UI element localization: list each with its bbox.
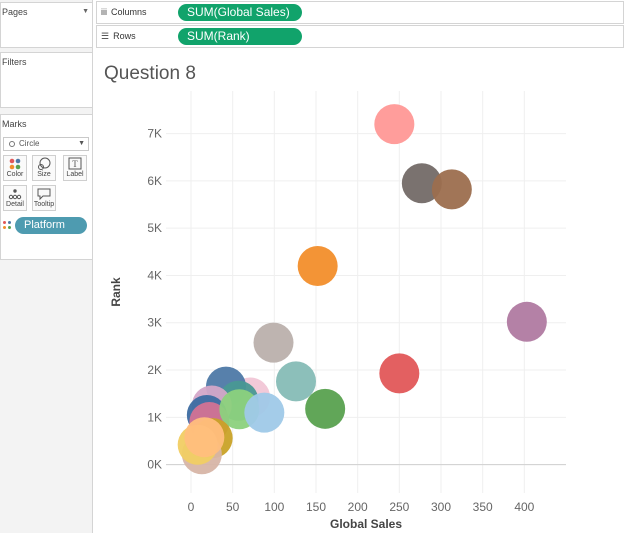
- platform-color-pill[interactable]: Platform: [15, 217, 87, 234]
- size-button[interactable]: Size: [32, 155, 56, 181]
- detail-button[interactable]: Detail: [3, 185, 27, 211]
- columns-label-text: Columns: [111, 7, 147, 17]
- y-tick-label: 3K: [147, 316, 162, 330]
- pages-dropdown-icon[interactable]: ▼: [82, 8, 89, 15]
- data-point: [506, 301, 547, 342]
- rank-pill[interactable]: SUM(Rank): [178, 28, 302, 45]
- x-tick-label: 250: [389, 500, 409, 514]
- svg-text:T: T: [72, 159, 78, 169]
- x-tick-label: 100: [264, 500, 284, 514]
- x-tick-label: 300: [431, 500, 451, 514]
- y-tick-label: 0K: [147, 458, 162, 472]
- columns-shelf-label: iii Columns: [101, 7, 147, 17]
- x-tick-label: 400: [514, 500, 534, 514]
- data-point: [379, 353, 420, 394]
- marks-card: Marks Circle ▼ Color Size T: [0, 114, 93, 260]
- data-point: [276, 361, 316, 402]
- detail-button-label: Detail: [6, 201, 24, 208]
- data-point: [374, 104, 415, 145]
- pages-title: Pages: [2, 7, 28, 17]
- size-button-label: Size: [37, 171, 51, 178]
- data-point: [184, 417, 225, 458]
- chevron-down-icon: ▼: [78, 140, 85, 147]
- data-point: [431, 169, 472, 210]
- x-axis-title: Global Sales: [330, 517, 402, 531]
- rows-label-text: Rows: [113, 31, 136, 41]
- label-button[interactable]: T Label: [63, 155, 87, 181]
- tooltip-bubble-icon: [33, 186, 55, 201]
- mark-type-select[interactable]: Circle ▼: [3, 137, 89, 151]
- y-tick-label: 7K: [147, 127, 162, 141]
- mark-type-value: Circle: [19, 139, 40, 148]
- label-button-label: Label: [66, 171, 84, 178]
- x-tick-label: 0: [188, 500, 195, 514]
- color-dots-icon: [4, 156, 26, 171]
- x-tick-label: 350: [473, 500, 493, 514]
- tooltip-button[interactable]: Tooltip: [32, 185, 56, 211]
- tooltip-button-label: Tooltip: [33, 201, 55, 208]
- data-point: [244, 392, 285, 433]
- y-tick-label: 1K: [147, 410, 162, 424]
- data-point: [253, 322, 294, 363]
- label-text-icon: T: [64, 156, 86, 171]
- filters-card[interactable]: Filters: [0, 52, 93, 108]
- pages-card[interactable]: Pages ▼: [0, 2, 93, 48]
- color-button[interactable]: Color: [3, 155, 27, 181]
- y-axis-title: Rank: [109, 277, 123, 307]
- x-tick-label: 150: [306, 500, 326, 514]
- y-tick-label: 4K: [147, 268, 162, 282]
- scatter-chart: 0 50 100 150 200 250 300 350 400 0K 1K 2K 3K 4K 5K 6K 7K…: [109, 91, 566, 531]
- x-tick-label: 200: [348, 500, 368, 514]
- circle-icon: [9, 141, 15, 147]
- marks-title: Marks: [2, 119, 27, 129]
- global-sales-pill[interactable]: SUM(Global Sales): [178, 4, 302, 21]
- color-button-label: Color: [6, 171, 24, 178]
- data-point: [297, 245, 338, 286]
- data-point: [305, 388, 346, 429]
- x-tick-label: 50: [226, 500, 240, 514]
- rows-shelf-label: ☰ Rows: [101, 31, 136, 42]
- data-point: [401, 163, 442, 204]
- worksheet-title: Question 8: [104, 63, 196, 84]
- y-tick-label: 2K: [147, 363, 162, 377]
- left-pane: Pages ▼ Filters Marks Circle ▼ Color: [0, 0, 93, 533]
- rows-shelf[interactable]: ☰ Rows SUM(Rank): [96, 25, 624, 48]
- rows-icon: ☰: [101, 31, 110, 41]
- worksheet-view: Question 8 0 50 100 150 200 250 300 350 400 0K 1K 2…: [96, 51, 624, 533]
- y-tick-label: 6K: [147, 174, 162, 188]
- filters-title: Filters: [2, 57, 27, 67]
- columns-icon: iii: [101, 7, 107, 17]
- color-encoding-icon: [3, 221, 13, 231]
- size-circles-icon: [33, 156, 55, 171]
- detail-dots-icon: [4, 186, 26, 201]
- columns-shelf[interactable]: iii Columns SUM(Global Sales): [96, 1, 624, 24]
- y-tick-label: 5K: [147, 221, 162, 235]
